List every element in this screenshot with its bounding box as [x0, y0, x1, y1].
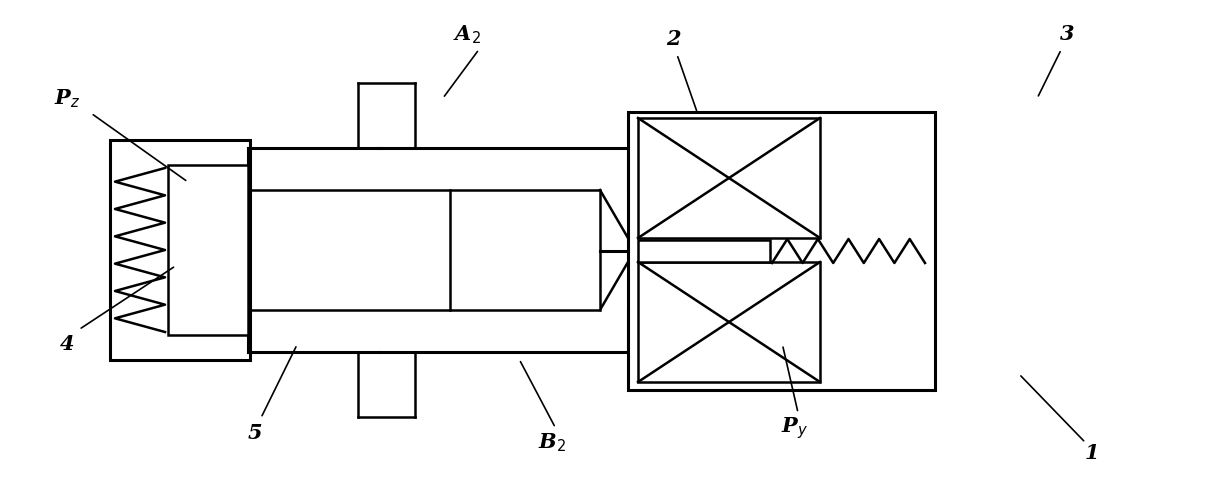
- Text: 5: 5: [247, 423, 262, 443]
- Text: 3: 3: [1060, 25, 1075, 44]
- Bar: [638, 262, 820, 382]
- Bar: [638, 240, 770, 262]
- Text: 2: 2: [666, 30, 680, 49]
- Bar: [628, 112, 935, 390]
- Text: A$_2$: A$_2$: [452, 23, 482, 46]
- Bar: [638, 118, 820, 238]
- Bar: [450, 190, 600, 310]
- Bar: [167, 165, 247, 335]
- Text: P$_y$: P$_y$: [781, 415, 808, 441]
- Bar: [110, 140, 250, 360]
- Text: 1: 1: [1084, 443, 1099, 462]
- Text: P$_z$: P$_z$: [53, 87, 80, 110]
- Text: 4: 4: [59, 335, 74, 354]
- Text: B$_2$: B$_2$: [537, 431, 566, 454]
